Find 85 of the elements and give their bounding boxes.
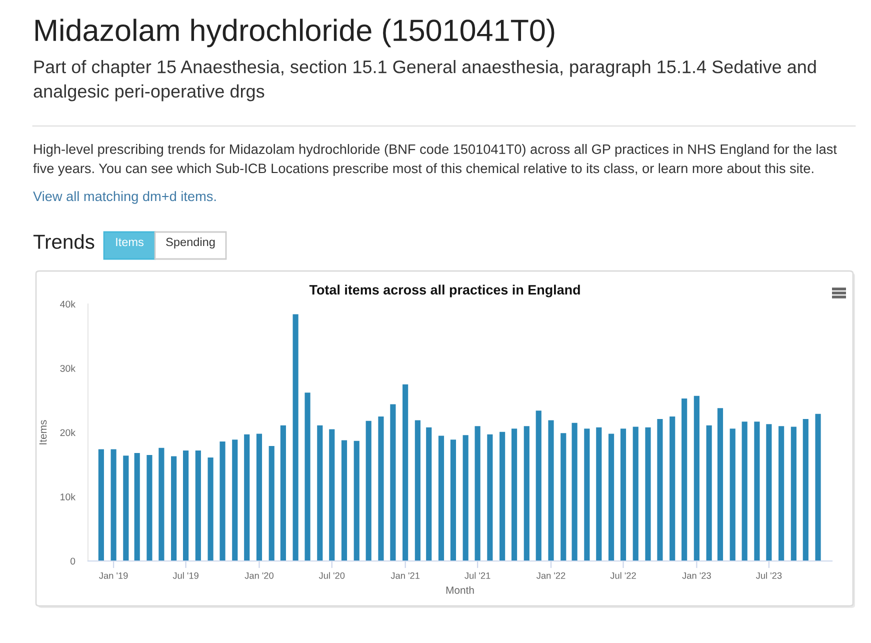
bar: [402, 384, 408, 561]
text: View all matching dm+d items.: [33, 191, 216, 204]
bar: [730, 428, 736, 561]
bar: [195, 450, 201, 561]
bar: [341, 440, 348, 561]
bar: [706, 425, 712, 561]
text: High-level prescribing trends for Midazolam hydrochloride (BNF code 1501041T0) across all GP practices in NHS England for the last five years. You can see which Sub-ICB Locations prescribe most of this chemical relative to its class, or learn more about this site.: [33, 144, 837, 176]
bar: [438, 436, 444, 561]
bar: [608, 434, 614, 561]
bar: [815, 414, 821, 561]
y-tick-label: 0: [70, 558, 76, 565]
bar: [292, 314, 298, 561]
bar: [778, 426, 784, 561]
bar: [754, 422, 760, 561]
y-tick-label: 40k: [60, 300, 76, 308]
bar: [110, 449, 116, 561]
bar: [694, 396, 700, 561]
text: Spending: [166, 237, 215, 249]
x-tick-label: Jul '20: [318, 572, 345, 579]
bar: [657, 419, 663, 561]
text: Midazolam hydrochloride (1501041T0): [36, 18, 554, 48]
bar: [220, 441, 226, 561]
bar: [329, 429, 335, 561]
bar: [536, 410, 542, 561]
bar: [500, 432, 506, 561]
text: Part of chapter 15 Anaesthesia, section 15.1 General anaesthesia, paragraph 15.1.4 Sedative and analgesic peri-operative drgs: [34, 60, 816, 102]
bar: [244, 434, 250, 561]
bar: [256, 434, 262, 561]
bar: [572, 422, 578, 561]
bar: [134, 453, 140, 561]
bar: [414, 420, 420, 561]
y-tick-label: 20k: [60, 428, 76, 436]
bar: [766, 424, 772, 561]
x-tick-label: Jul '23: [756, 572, 782, 579]
bar: [524, 426, 530, 561]
bar: [426, 427, 432, 561]
bar: [462, 435, 468, 561]
bar: [790, 426, 796, 561]
bar: [474, 426, 480, 561]
bar: [682, 398, 688, 561]
bar: [717, 408, 724, 561]
x-tick-label: Jul '19: [172, 572, 198, 579]
bar: [268, 446, 274, 561]
x-tick-label: Jan '23: [682, 572, 711, 579]
bar: [632, 426, 638, 561]
y-tick-label: 10k: [60, 493, 76, 500]
text: Items: [116, 238, 144, 246]
x-axis-title: Month: [446, 586, 474, 594]
bar: [487, 434, 493, 561]
bar: [378, 416, 384, 561]
bar: [511, 428, 518, 561]
bar: [354, 440, 360, 561]
x-tick-label: Jul '21: [464, 572, 490, 579]
bar: [390, 404, 396, 561]
x-tick-label: Jan '20: [244, 572, 274, 579]
bar: [280, 425, 286, 561]
y-tick-label: 30k: [60, 364, 76, 372]
chart-title: Total items across all practices in England: [309, 284, 580, 298]
bar: [317, 425, 323, 561]
x-tick-label: Jan '22: [536, 572, 566, 579]
bar: [171, 456, 177, 561]
bar: [584, 428, 590, 561]
x-tick-label: Jul '22: [610, 572, 636, 579]
bar: [802, 419, 808, 561]
bar: [123, 456, 129, 561]
bar: [98, 449, 104, 561]
bar: [146, 454, 152, 561]
bar: [620, 428, 626, 561]
bar: [182, 450, 189, 561]
bar: [645, 427, 651, 561]
bar: [596, 427, 602, 561]
bar: [742, 422, 748, 561]
bar: [232, 440, 238, 561]
x-tick-label: Jan '19: [99, 572, 128, 579]
bar: [208, 458, 214, 561]
bar: [304, 392, 310, 561]
y-axis-title: Items: [39, 420, 47, 444]
bar: [158, 448, 164, 561]
bar: [548, 420, 554, 561]
bar: [366, 420, 372, 561]
bar: [450, 440, 456, 561]
bar: [670, 416, 676, 561]
bar: [560, 433, 566, 561]
text: Trends: [33, 234, 94, 249]
x-tick-label: Jan '21: [390, 572, 420, 579]
